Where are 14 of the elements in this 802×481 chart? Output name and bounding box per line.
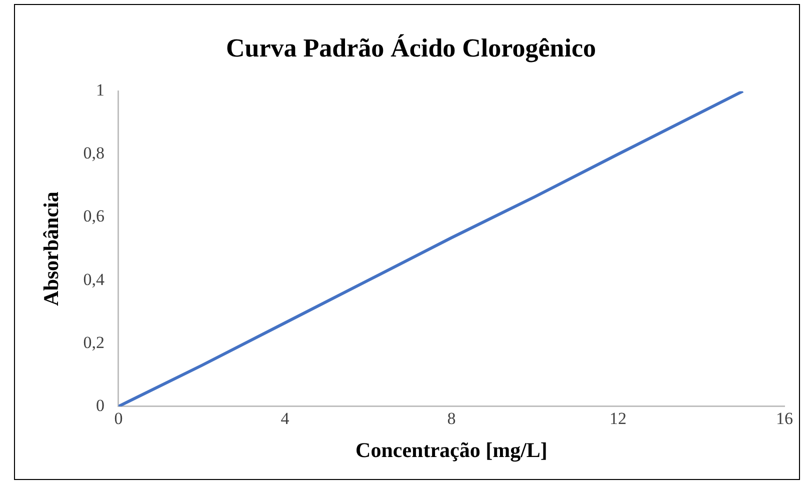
- x-tick-label: 4: [280, 409, 290, 428]
- y-tick-label: 0,2: [83, 332, 104, 352]
- y-axis-title: Absorbância: [39, 191, 64, 306]
- y-tick-label: 1: [96, 80, 104, 100]
- x-tick-label: 16: [776, 409, 793, 428]
- x-tick-label: 8: [447, 409, 456, 428]
- y-tick-label: 0,8: [83, 144, 104, 163]
- y-tick-label: 0,6: [83, 206, 104, 226]
- x-axis-title: Concentração [mg/L]: [356, 438, 548, 462]
- x-tick-label: 0: [114, 409, 123, 428]
- y-tick-label: 0: [96, 396, 104, 415]
- y-tick-label: 0,4: [83, 270, 105, 289]
- x-tick-label: 12: [609, 409, 626, 428]
- chart-title: Curva Padrão Ácido Clorogênico: [226, 33, 596, 62]
